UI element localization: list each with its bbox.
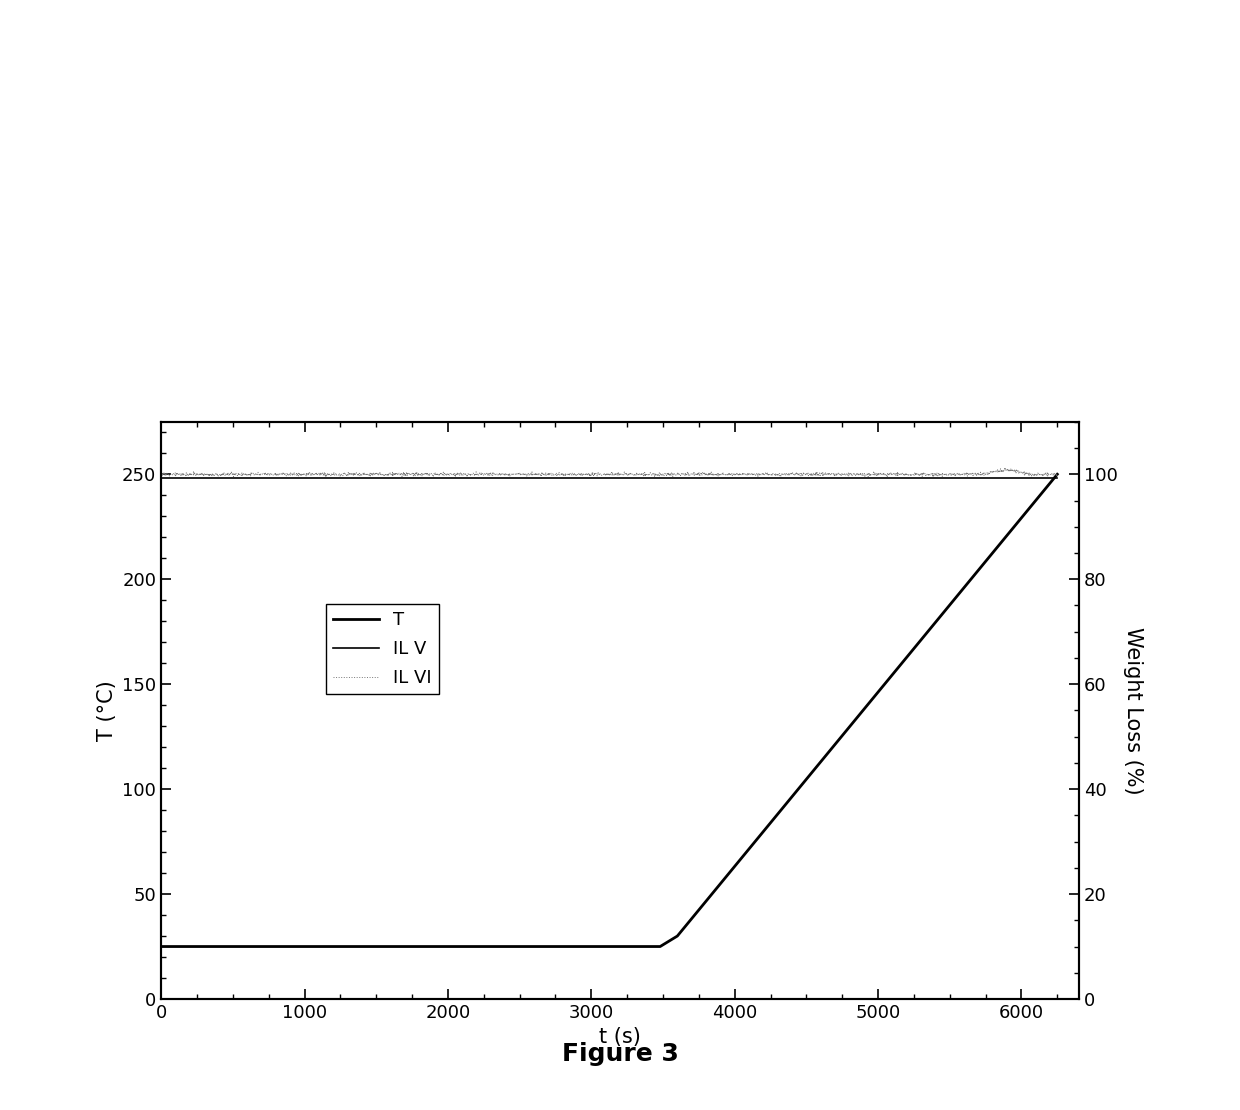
Line: T: T bbox=[161, 474, 1058, 947]
T bbox=[816, 753, 831, 766]
T bbox=[409, 940, 424, 953]
T bbox=[894, 656, 909, 669]
Line: IL VI: IL VI bbox=[161, 468, 1058, 477]
IL VI bbox=[1003, 462, 1018, 475]
IL V bbox=[973, 472, 988, 485]
IL VI bbox=[255, 467, 270, 481]
IL VI bbox=[309, 466, 324, 480]
IL V bbox=[1050, 472, 1065, 485]
IL VI bbox=[1033, 467, 1048, 481]
IL VI bbox=[1050, 467, 1065, 481]
IL VI bbox=[319, 471, 334, 484]
IL V bbox=[1004, 472, 1019, 485]
IL V bbox=[208, 472, 223, 485]
Y-axis label: Weight Loss (%): Weight Loss (%) bbox=[1122, 626, 1142, 795]
T bbox=[309, 940, 324, 953]
T bbox=[677, 921, 692, 935]
IL V bbox=[154, 472, 169, 485]
IL V bbox=[392, 472, 407, 485]
Y-axis label: T (°C): T (°C) bbox=[97, 680, 117, 740]
IL VI bbox=[154, 467, 169, 481]
T bbox=[154, 940, 169, 953]
Text: Figure 3: Figure 3 bbox=[562, 1042, 678, 1067]
IL VI bbox=[936, 467, 951, 481]
T bbox=[1050, 467, 1065, 481]
IL VI bbox=[497, 466, 512, 480]
T bbox=[797, 775, 812, 788]
IL V bbox=[190, 472, 205, 485]
IL VI bbox=[537, 467, 552, 481]
Legend: T, IL V, IL VI: T, IL V, IL VI bbox=[326, 604, 439, 694]
X-axis label: t (s): t (s) bbox=[599, 1028, 641, 1048]
IL V bbox=[320, 472, 335, 485]
